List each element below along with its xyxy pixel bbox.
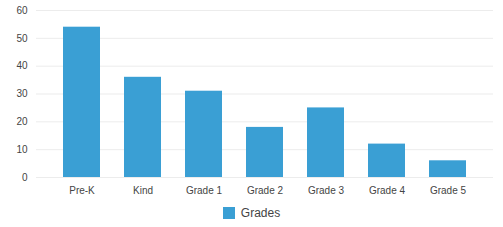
svg-text:60: 60 xyxy=(16,5,28,16)
svg-text:Grade 2: Grade 2 xyxy=(247,185,284,196)
svg-text:0: 0 xyxy=(22,172,28,183)
svg-text:Grade 1: Grade 1 xyxy=(186,185,223,196)
svg-text:40: 40 xyxy=(16,60,28,71)
svg-text:30: 30 xyxy=(16,88,28,99)
svg-text:Grade 5: Grade 5 xyxy=(430,185,467,196)
svg-text:50: 50 xyxy=(16,33,28,44)
svg-text:Kind: Kind xyxy=(133,185,153,196)
svg-text:Pre-K: Pre-K xyxy=(69,185,95,196)
svg-text:10: 10 xyxy=(16,144,28,155)
html-text:Grades: Grades xyxy=(240,206,281,220)
svg-text:Grade 4: Grade 4 xyxy=(369,185,406,196)
svg-text:Grade 3: Grade 3 xyxy=(308,185,345,196)
svg-text:20: 20 xyxy=(16,116,28,127)
